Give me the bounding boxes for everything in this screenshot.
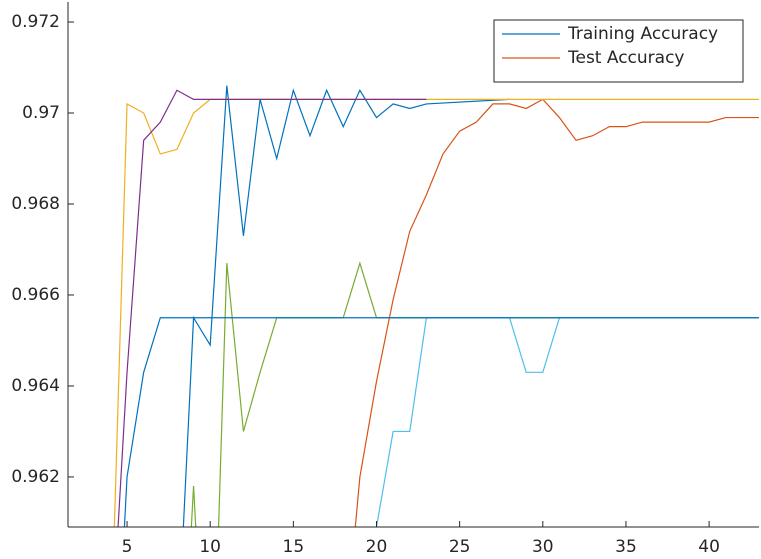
series-line xyxy=(182,85,510,527)
series-line xyxy=(375,317,759,527)
x-tick-label: 30 xyxy=(532,537,554,557)
x-tick-label: 10 xyxy=(199,537,221,557)
legend-label: Test Accuracy xyxy=(567,48,685,68)
y-tick-label: 0.968 xyxy=(11,194,60,214)
plot-area xyxy=(113,85,759,527)
series-line xyxy=(117,89,427,527)
x-tick-label: 20 xyxy=(366,537,388,557)
x-tick-label: 25 xyxy=(449,537,471,557)
series-line xyxy=(354,98,759,527)
series-line xyxy=(113,98,759,527)
y-tick-label: 0.972 xyxy=(11,12,60,32)
x-tick-label: 5 xyxy=(122,537,133,557)
legend-box xyxy=(493,19,744,83)
x-tick-label: 15 xyxy=(283,537,305,557)
y-tick-label: 0.97 xyxy=(22,103,60,123)
y-tick-label: 0.964 xyxy=(11,376,60,396)
y-tick-label: 0.962 xyxy=(11,467,60,487)
x-tick-label: 35 xyxy=(615,537,637,557)
series-line xyxy=(190,261,759,527)
series-line xyxy=(123,317,759,527)
legend-label: Training Accuracy xyxy=(567,24,718,44)
x-tick-label: 40 xyxy=(698,537,720,557)
y-tick-label: 0.966 xyxy=(11,285,60,305)
